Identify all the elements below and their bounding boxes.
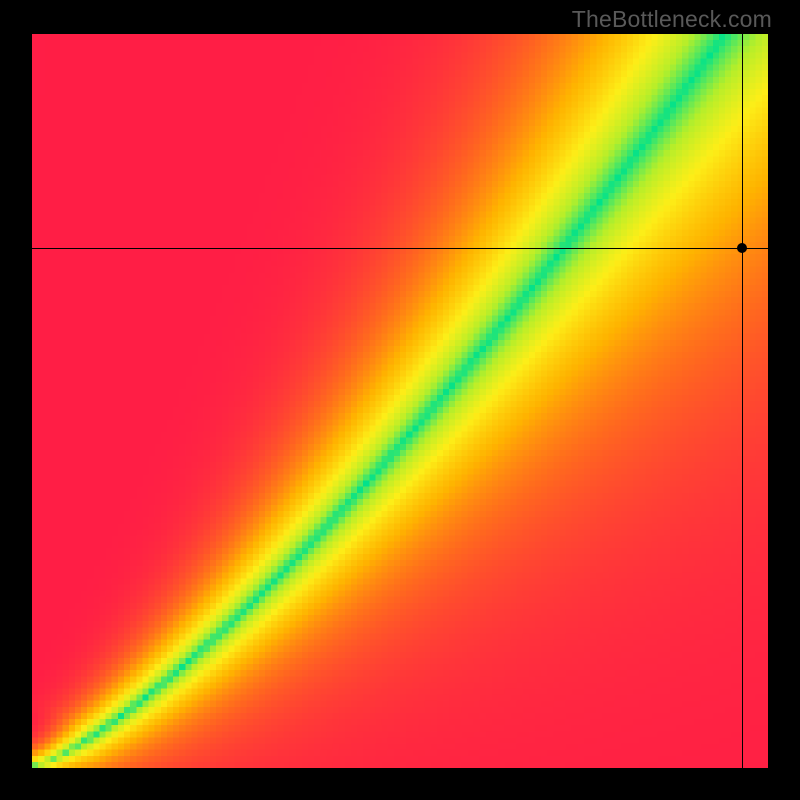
- watermark-text: TheBottleneck.com: [572, 6, 772, 33]
- heatmap-canvas: [32, 34, 768, 768]
- crosshair-horizontal: [32, 248, 768, 249]
- heatmap-plot: [32, 34, 768, 768]
- crosshair-vertical: [742, 34, 743, 768]
- crosshair-marker: [737, 243, 747, 253]
- page-root: TheBottleneck.com: [0, 0, 800, 800]
